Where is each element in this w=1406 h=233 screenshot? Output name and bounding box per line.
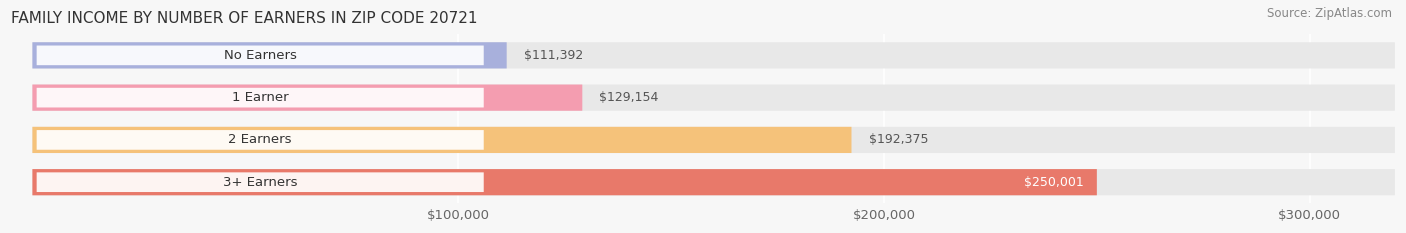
FancyBboxPatch shape (32, 85, 1395, 111)
FancyBboxPatch shape (32, 127, 1395, 153)
Text: $111,392: $111,392 (523, 49, 583, 62)
FancyBboxPatch shape (37, 45, 484, 65)
Text: $129,154: $129,154 (599, 91, 659, 104)
Text: $250,001: $250,001 (1025, 176, 1084, 189)
FancyBboxPatch shape (32, 85, 582, 111)
Text: Source: ZipAtlas.com: Source: ZipAtlas.com (1267, 7, 1392, 20)
FancyBboxPatch shape (37, 130, 484, 150)
Text: 3+ Earners: 3+ Earners (224, 176, 298, 189)
Text: $192,375: $192,375 (869, 134, 928, 146)
FancyBboxPatch shape (32, 42, 506, 69)
Text: 1 Earner: 1 Earner (232, 91, 288, 104)
Text: FAMILY INCOME BY NUMBER OF EARNERS IN ZIP CODE 20721: FAMILY INCOME BY NUMBER OF EARNERS IN ZI… (11, 11, 478, 26)
FancyBboxPatch shape (32, 42, 1395, 69)
FancyBboxPatch shape (32, 169, 1395, 195)
Text: 2 Earners: 2 Earners (228, 134, 292, 146)
FancyBboxPatch shape (37, 88, 484, 107)
Text: No Earners: No Earners (224, 49, 297, 62)
FancyBboxPatch shape (37, 172, 484, 192)
FancyBboxPatch shape (32, 127, 852, 153)
FancyBboxPatch shape (32, 169, 1097, 195)
